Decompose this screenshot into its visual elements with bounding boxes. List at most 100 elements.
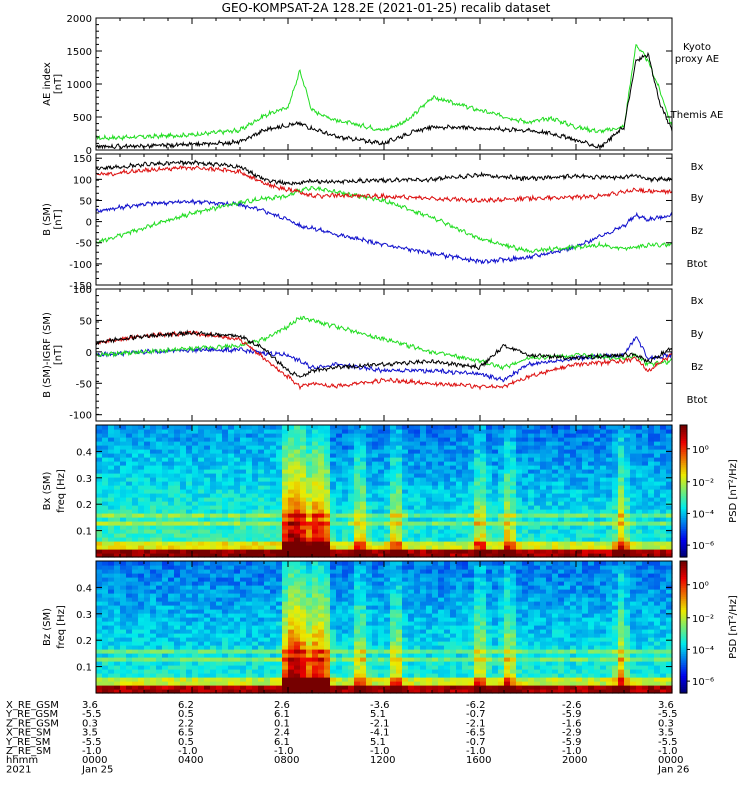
spectrogram-cell	[138, 529, 145, 534]
spectrogram-cell	[150, 545, 157, 550]
spectrogram-cell	[180, 641, 187, 646]
spectrogram-cell	[108, 677, 115, 682]
spectrogram-cell	[582, 541, 589, 546]
spectrogram-cell	[462, 489, 469, 494]
spectrogram-cell	[228, 437, 235, 442]
spectrogram-cell	[258, 425, 265, 430]
spectrogram-cell	[318, 513, 325, 518]
spectrogram-cell	[528, 493, 535, 498]
spectrogram-cell	[348, 429, 355, 434]
spectrogram-cell	[456, 537, 463, 542]
spectrogram-cell	[264, 561, 271, 566]
spectrogram-cell	[198, 597, 205, 602]
spectrogram-cell	[270, 553, 277, 558]
spectrogram-cell	[630, 513, 637, 518]
spectrogram-cell	[408, 517, 415, 522]
spectrogram-cell	[240, 613, 247, 618]
spectrogram-cell	[150, 661, 157, 666]
spectrogram-cell	[306, 645, 313, 650]
spectrogram-cell	[138, 481, 145, 486]
spectrogram-cell	[522, 537, 529, 542]
spectrogram-cell	[282, 589, 289, 594]
spectrogram-cell	[366, 449, 373, 454]
spectrogram-cell	[198, 501, 205, 506]
spectrogram-cell	[210, 605, 217, 610]
spectrogram-cell	[156, 601, 163, 606]
spectrogram-cell	[210, 485, 217, 490]
spectrogram-cell	[102, 549, 109, 554]
spectrogram-cell	[300, 457, 307, 462]
spectrogram-cell	[318, 485, 325, 490]
spectrogram-cell	[156, 597, 163, 602]
spectrogram-cell	[348, 517, 355, 522]
spectrogram-cell	[336, 453, 343, 458]
spectrogram-cell	[192, 581, 199, 586]
spectrogram-cell	[450, 425, 457, 430]
spectrogram-cell	[294, 629, 301, 634]
spectrogram-cell	[276, 441, 283, 446]
spectrogram-cell	[408, 509, 415, 514]
spectrogram-cell	[204, 525, 211, 530]
spectrogram-cell	[636, 541, 643, 546]
spectrogram-cell	[270, 529, 277, 534]
spectrogram-cell	[126, 533, 133, 538]
spectrogram-cell	[642, 549, 649, 554]
spectrogram-cell	[270, 533, 277, 538]
spectrogram-cell	[660, 509, 667, 514]
spectrogram-cell	[252, 629, 259, 634]
spectrogram-cell	[264, 521, 271, 526]
spectrogram-cell	[144, 613, 151, 618]
spectrogram-cell	[306, 641, 313, 646]
spectrogram-cell	[246, 585, 253, 590]
spectrogram-cell	[186, 665, 193, 670]
spectrogram-cell	[294, 505, 301, 510]
spectrogram-cell	[312, 481, 319, 486]
spectrogram-cell	[312, 637, 319, 642]
spectrogram-cell	[282, 429, 289, 434]
spectrogram-cell	[330, 633, 337, 638]
spectrogram-cell	[522, 461, 529, 466]
spectrogram-cell	[534, 501, 541, 506]
spectrogram-cell	[168, 561, 175, 566]
spectrogram-cell	[258, 493, 265, 498]
spectrogram-cell	[432, 549, 439, 554]
spectrogram-cell	[180, 453, 187, 458]
legend-entry: Btot	[687, 395, 708, 406]
spectrogram-cell	[228, 469, 235, 474]
spectrogram-cell	[306, 481, 313, 486]
spectrogram-cell	[612, 501, 619, 506]
spectrogram-cell	[408, 437, 415, 442]
spectrogram-cell	[372, 505, 379, 510]
spectrogram-cell	[288, 509, 295, 514]
spectrogram-cell	[300, 441, 307, 446]
spectrogram-cell	[126, 637, 133, 642]
spectrogram-cell	[300, 553, 307, 558]
spectrogram-cell	[234, 529, 241, 534]
spectrogram-cell	[138, 533, 145, 538]
spectrogram-cell	[210, 505, 217, 510]
spectrogram-cell	[576, 449, 583, 454]
spectrogram-cell	[330, 537, 337, 542]
spectrogram-cell	[180, 569, 187, 574]
spectrogram-cell	[228, 541, 235, 546]
spectrogram-cell	[480, 485, 487, 490]
spectrogram-cell	[138, 469, 145, 474]
spectrogram-cell	[144, 513, 151, 518]
spectrogram-cell	[396, 485, 403, 490]
spectrogram-cell	[618, 465, 625, 470]
y-axis-label: B (SM)	[42, 203, 53, 236]
spectrogram-cell	[240, 441, 247, 446]
spectrogram-cell	[306, 489, 313, 494]
spectrogram-cell	[96, 597, 103, 602]
spectrogram-cell	[306, 501, 313, 506]
spectrogram-cell	[492, 541, 499, 546]
spectrogram-cell	[480, 429, 487, 434]
spectrogram-cell	[300, 493, 307, 498]
spectrogram-cell	[264, 581, 271, 586]
spectrogram-cell	[384, 473, 391, 478]
spectrogram-cell	[252, 657, 259, 662]
spectrogram-cell	[276, 593, 283, 598]
spectrogram-cell	[348, 689, 355, 694]
spectrogram-cell	[414, 441, 421, 446]
spectrogram-cell	[492, 529, 499, 534]
